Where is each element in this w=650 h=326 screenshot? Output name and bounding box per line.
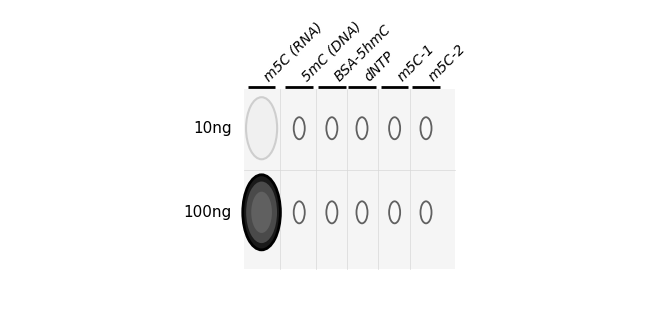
Ellipse shape — [326, 117, 337, 139]
Ellipse shape — [389, 117, 400, 139]
Ellipse shape — [246, 97, 277, 159]
Text: 10ng: 10ng — [193, 121, 231, 136]
Text: m5C-1: m5C-1 — [395, 42, 437, 84]
Ellipse shape — [294, 201, 305, 223]
Ellipse shape — [252, 192, 272, 233]
Ellipse shape — [294, 117, 305, 139]
Text: dNTP: dNTP — [362, 49, 397, 84]
Ellipse shape — [421, 201, 432, 223]
Ellipse shape — [356, 201, 367, 223]
Text: 5mC (DNA): 5mC (DNA) — [299, 20, 364, 84]
Text: m5C-2: m5C-2 — [426, 42, 469, 84]
Ellipse shape — [242, 175, 280, 250]
Ellipse shape — [246, 182, 277, 243]
Ellipse shape — [326, 201, 337, 223]
Ellipse shape — [356, 117, 367, 139]
Text: m5C (RNA): m5C (RNA) — [261, 20, 326, 84]
Text: BSA-5hmC: BSA-5hmC — [332, 22, 394, 84]
Ellipse shape — [421, 117, 432, 139]
Text: 100ng: 100ng — [183, 205, 231, 220]
FancyBboxPatch shape — [244, 89, 455, 269]
Ellipse shape — [389, 201, 400, 223]
